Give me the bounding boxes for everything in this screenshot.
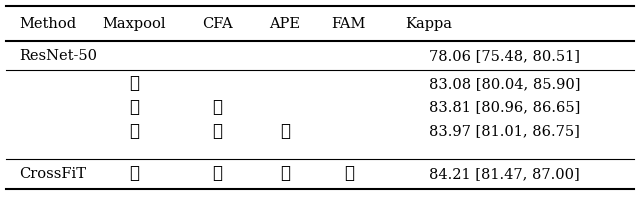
Text: 83.08 [80.04, 85.90]: 83.08 [80.04, 85.90]: [429, 77, 580, 91]
Text: FAM: FAM: [332, 17, 366, 31]
Text: 83.97 [81.01, 86.75]: 83.97 [81.01, 86.75]: [429, 124, 580, 138]
Text: 78.06 [75.48, 80.51]: 78.06 [75.48, 80.51]: [429, 49, 580, 63]
Text: ✓: ✓: [212, 99, 223, 116]
Text: Method: Method: [19, 17, 76, 31]
Text: ✓: ✓: [129, 123, 140, 139]
Text: 84.21 [81.47, 87.00]: 84.21 [81.47, 87.00]: [429, 167, 580, 181]
Text: ✓: ✓: [280, 123, 290, 139]
Text: CrossFiT: CrossFiT: [19, 167, 86, 181]
Text: ✓: ✓: [129, 165, 140, 182]
Text: ✓: ✓: [280, 165, 290, 182]
Text: ✓: ✓: [344, 165, 354, 182]
Text: APE: APE: [269, 17, 300, 31]
Text: CFA: CFA: [202, 17, 233, 31]
Text: ✓: ✓: [212, 165, 223, 182]
Text: 83.81 [80.96, 86.65]: 83.81 [80.96, 86.65]: [429, 100, 580, 114]
Text: ✓: ✓: [129, 99, 140, 116]
Text: ResNet-50: ResNet-50: [19, 49, 97, 63]
Text: ✓: ✓: [129, 75, 140, 92]
Text: Maxpool: Maxpool: [102, 17, 166, 31]
Text: Kappa: Kappa: [405, 17, 452, 31]
Text: ✓: ✓: [212, 123, 223, 139]
